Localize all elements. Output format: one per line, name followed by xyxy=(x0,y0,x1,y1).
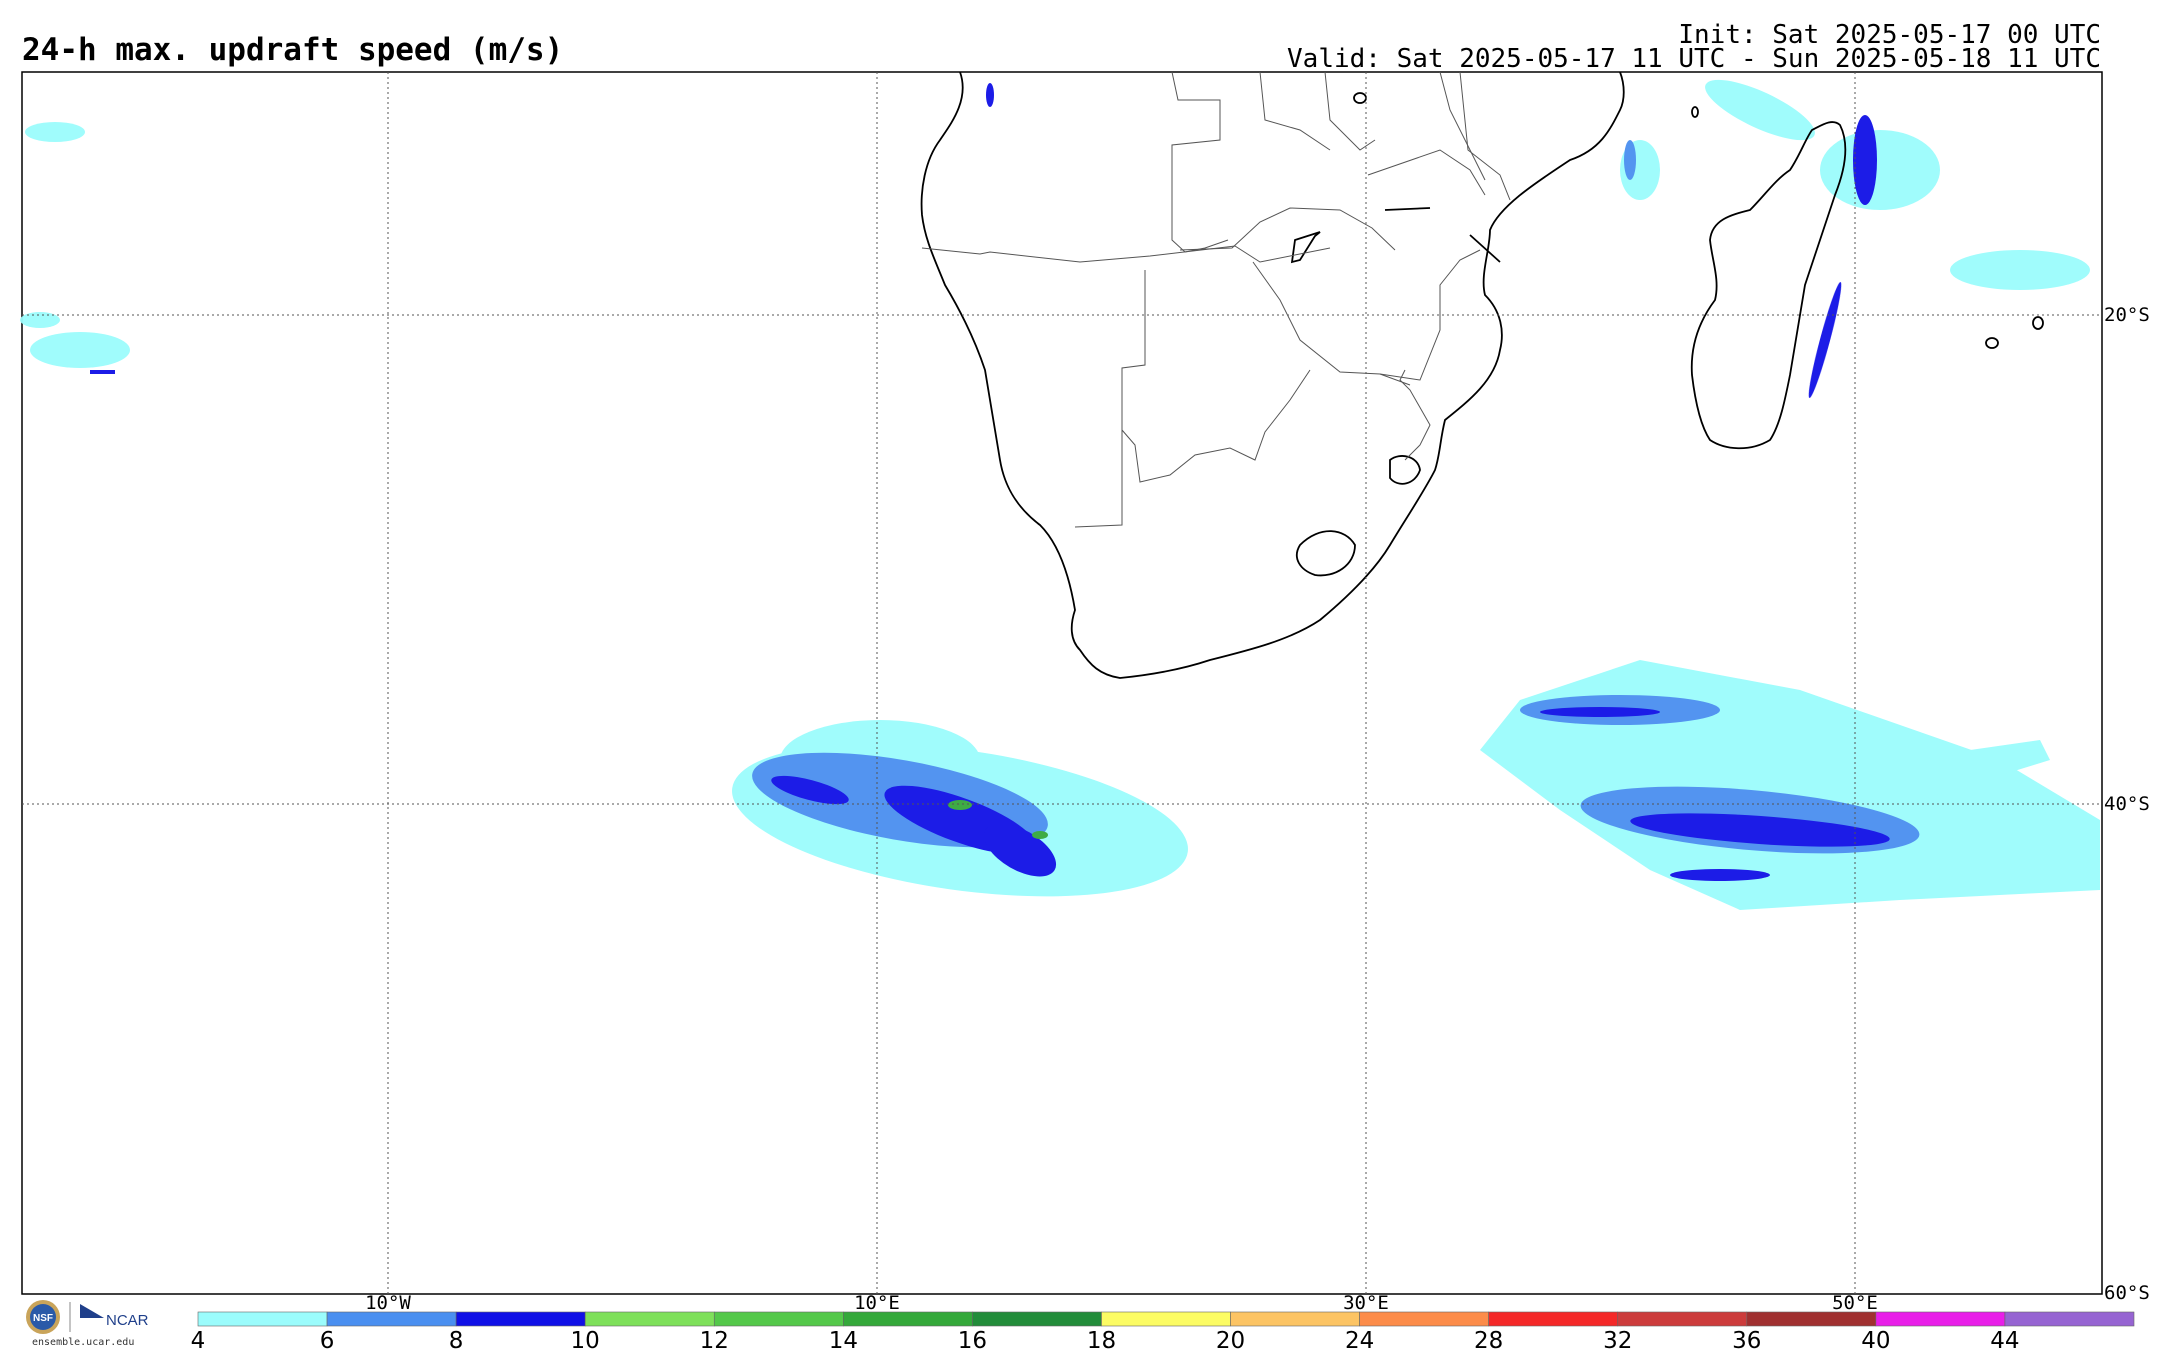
nsf-logo-icon: NSF xyxy=(26,1300,60,1334)
lon-label-10w: 10°W xyxy=(365,1292,411,1314)
footer-url: ensemble.ucar.edu xyxy=(32,1337,135,1348)
lon-label-50e: 50°E xyxy=(1832,1292,1878,1314)
updraft-field xyxy=(20,79,2100,910)
colorbar-tick-label: 12 xyxy=(699,1328,729,1354)
colorbar-tick-label: 28 xyxy=(1474,1328,1504,1354)
init-time: Init: Sat 2025-05-17 00 UTC xyxy=(1678,20,2101,50)
colorbar-tick-label: 18 xyxy=(1086,1328,1117,1354)
lon-label-30e: 30°E xyxy=(1343,1292,1389,1314)
coastlines xyxy=(920,71,2044,679)
svg-text:NCAR: NCAR xyxy=(106,1312,149,1329)
colorbar-swatch xyxy=(843,1311,973,1327)
lat-label-20s: 20°S xyxy=(2104,304,2150,326)
colorbar-swatch xyxy=(1359,1311,1489,1327)
colorbar-tick-label: 10 xyxy=(570,1328,600,1354)
colorbar-tick-label: 16 xyxy=(957,1328,988,1354)
colorbar-swatch xyxy=(1230,1311,1360,1327)
colorbar-tick-label: 8 xyxy=(448,1328,464,1354)
graticule xyxy=(22,72,2102,1294)
colorbar-swatch xyxy=(455,1311,586,1327)
colorbar-tick-label: 44 xyxy=(1990,1328,2020,1354)
logo-group: NSF NCAR xyxy=(26,1300,149,1334)
colorbar-swatch xyxy=(713,1311,844,1327)
svg-text:NSF: NSF xyxy=(33,1313,53,1324)
lon-label-10e: 10°E xyxy=(854,1292,900,1314)
colorbar-tick-label: 36 xyxy=(1732,1328,1762,1354)
colorbar xyxy=(197,1311,2135,1327)
colorbar-swatch xyxy=(1875,1311,2006,1327)
valid-time: Valid: Sat 2025-05-17 11 UTC - Sun 2025-… xyxy=(1287,44,2101,74)
map-title: 24-h max. updraft speed (m/s) xyxy=(22,32,564,68)
map-frame xyxy=(21,71,2103,1295)
colorbar-swatch xyxy=(1488,1311,1619,1327)
colorbar-tick-label: 32 xyxy=(1603,1328,1633,1354)
colorbar-tick-label: 20 xyxy=(1215,1328,1246,1354)
colorbar-swatch xyxy=(1617,1311,1748,1327)
colorbar-swatch xyxy=(326,1311,457,1327)
country-borders xyxy=(921,71,1511,528)
colorbar-tick-label: 24 xyxy=(1344,1328,1375,1354)
lat-label-60s: 60°S xyxy=(2104,1282,2150,1304)
colorbar-swatch xyxy=(1101,1311,1231,1327)
lat-label-40s: 40°S xyxy=(2104,793,2150,815)
ncar-logo-icon: NCAR xyxy=(80,1304,149,1329)
colorbar-swatch xyxy=(197,1311,328,1327)
colorbar-tick-label: 4 xyxy=(190,1328,206,1354)
colorbar-swatch xyxy=(584,1311,715,1327)
colorbar-tick-label: 40 xyxy=(1861,1328,1891,1354)
colorbar-swatch xyxy=(972,1311,1102,1327)
colorbar-tick-label: 14 xyxy=(828,1328,858,1354)
colorbar-swatch xyxy=(1746,1311,1877,1327)
colorbar-swatch xyxy=(2004,1311,2135,1327)
colorbar-tick-label: 6 xyxy=(319,1328,335,1354)
